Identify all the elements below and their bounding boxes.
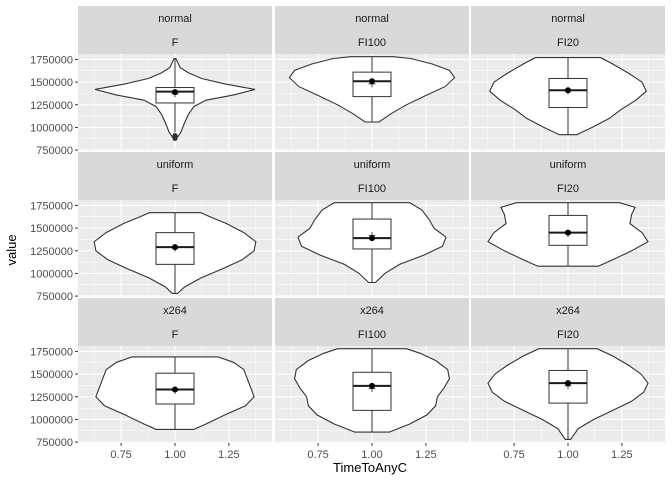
y-tick-label: 1250000: [30, 100, 73, 112]
strip-row-label: normal: [551, 13, 585, 25]
y-tick-label: 1250000: [30, 246, 73, 258]
strip-col-background: [275, 176, 469, 200]
strip-col-background: [275, 322, 469, 346]
mean-point: [565, 380, 571, 387]
strip-col-label: F: [172, 183, 179, 195]
y-axis-title: value: [4, 234, 19, 265]
mean-point: [565, 87, 571, 94]
facet-panel-x264-F: x264 F: [78, 298, 272, 443]
strip-row-background: [78, 6, 272, 30]
strip-col-label: FI100: [358, 329, 386, 341]
axes-layer: 750000 1000000 1250000 1500000 1750000 750000…: [30, 54, 632, 461]
strip-row-background: [471, 298, 665, 322]
y-tick-label: 750000: [36, 437, 73, 449]
x-tick-label: 1.25: [218, 449, 239, 461]
mean-point: [565, 229, 571, 236]
mean-point: [172, 386, 178, 393]
x-tick-label: 1.25: [611, 449, 632, 461]
mean-point: [369, 382, 375, 389]
strip-row-label: uniform: [550, 159, 587, 171]
y-tick-label: 1750000: [30, 54, 73, 66]
x-tick-label: 1.00: [557, 449, 578, 461]
mean-point: [369, 235, 375, 242]
strip-row-background: [275, 6, 469, 30]
strip-row-label: normal: [158, 13, 192, 25]
strip-col-label: FI100: [358, 37, 386, 49]
mean-point: [172, 244, 178, 251]
strip-row-background: [275, 298, 469, 322]
strip-col-background: [471, 30, 665, 54]
strip-row-background: [78, 298, 272, 322]
y-tick-label: 1000000: [30, 122, 73, 134]
strip-row-label: x264: [163, 305, 187, 317]
y-tick-label: 1500000: [30, 77, 73, 89]
y-tick-label: 1500000: [30, 369, 73, 381]
x-tick-label: 1.00: [164, 449, 185, 461]
strip-col-background: [78, 322, 272, 346]
strip-row-label: x264: [556, 305, 580, 317]
x-tick-label: 0.75: [503, 449, 524, 461]
y-tick-label: 1250000: [30, 392, 73, 404]
strip-col-label: FI20: [557, 329, 579, 341]
x-tick-label: 1.00: [361, 449, 382, 461]
strip-col-background: [275, 30, 469, 54]
y-tick-label: 1750000: [30, 346, 73, 358]
iqr-box: [155, 232, 195, 265]
strip-row-label: normal: [355, 13, 389, 25]
strip-row-background: [471, 152, 665, 176]
facet-panel-uniform-FI20: uniform FI20: [471, 152, 665, 297]
strip-col-label: F: [172, 329, 179, 341]
strip-row-background: [78, 152, 272, 176]
mean-point: [369, 78, 375, 85]
facet-panel-uniform-F: uniform F: [78, 152, 272, 297]
strip-row-background: [471, 6, 665, 30]
strip-col-label: F: [172, 37, 179, 49]
facet-panel-x264-FI100: x264 FI100: [275, 298, 469, 443]
strip-col-background: [471, 322, 665, 346]
strip-row-label: x264: [360, 305, 384, 317]
strip-row-label: uniform: [354, 159, 391, 171]
x-axis-title: TimeToAnyC: [333, 460, 407, 475]
y-tick-label: 1500000: [30, 223, 73, 235]
strip-col-label: FI20: [557, 183, 579, 195]
strip-row-label: uniform: [157, 159, 194, 171]
facet-panel-uniform-FI100: uniform FI100: [275, 152, 469, 297]
strip-col-label: FI20: [557, 37, 579, 49]
facet-panel-normal-F: normal F: [78, 6, 272, 151]
y-tick-label: 750000: [36, 145, 73, 157]
x-tick-label: 0.75: [307, 449, 328, 461]
strip-col-background: [78, 30, 272, 54]
mean-point: [172, 89, 178, 96]
outlier-point: [172, 135, 178, 141]
strip-col-background: [78, 176, 272, 200]
strip-row-background: [275, 152, 469, 176]
strip-col-background: [471, 176, 665, 200]
strip-col-label: FI100: [358, 183, 386, 195]
x-tick-label: 0.75: [110, 449, 131, 461]
facet-panel-normal-FI100: normal FI100: [275, 6, 469, 151]
y-tick-label: 1000000: [30, 268, 73, 280]
x-tick-label: 1.25: [415, 449, 436, 461]
y-tick-label: 750000: [36, 291, 73, 303]
facet-panel-normal-FI20: normal FI20: [471, 6, 665, 151]
y-tick-label: 1000000: [30, 414, 73, 426]
y-tick-label: 1750000: [30, 200, 73, 212]
facet-panel-x264-FI20: x264 FI20: [471, 298, 665, 443]
